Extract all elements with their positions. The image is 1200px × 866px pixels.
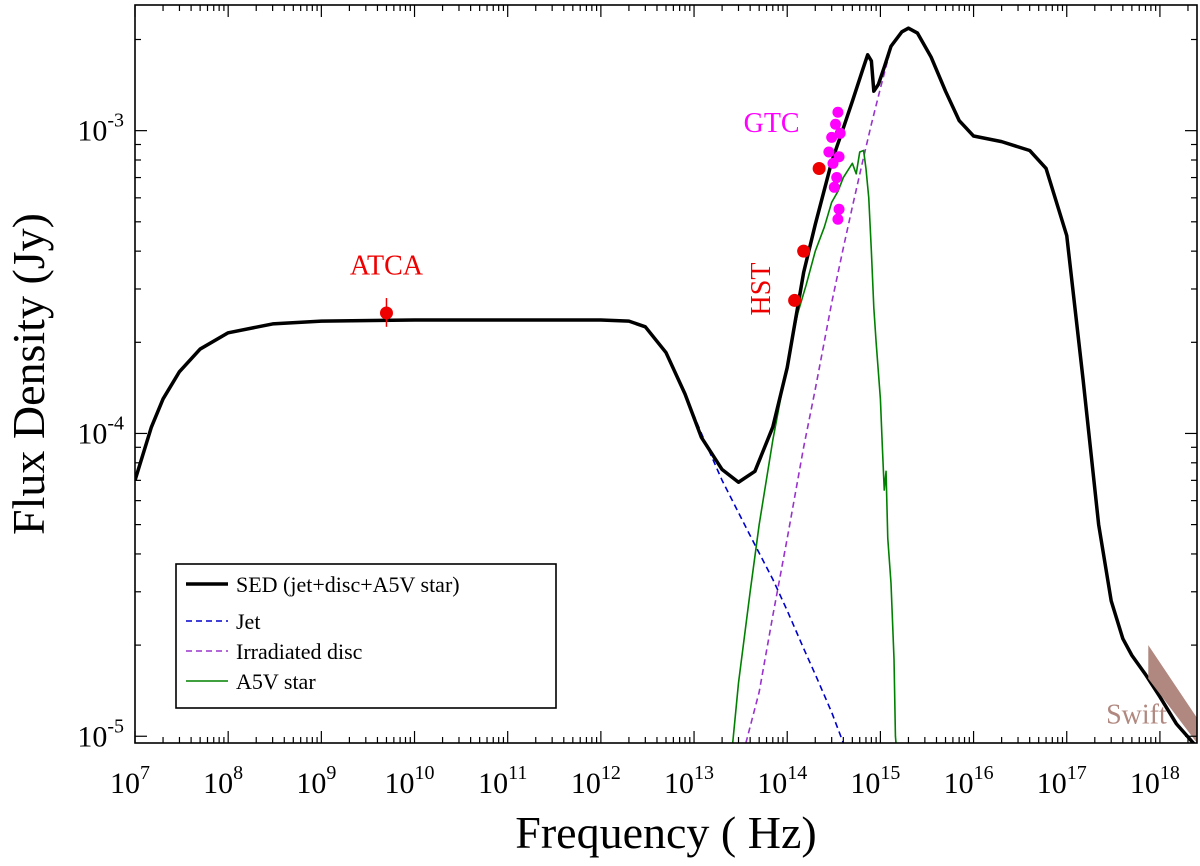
data-point-gtc	[826, 131, 838, 143]
y-tick-label: 10-5	[77, 715, 124, 753]
annotation-atca: ATCA	[350, 250, 424, 281]
x-axis-title: Frequency ( Hz)	[515, 807, 816, 858]
y-axis-ticks: 10-5 10-4 10-3	[77, 38, 1197, 753]
x-tick-label: 1015	[850, 762, 900, 800]
data-point-gtc	[833, 151, 845, 163]
legend-label-sed: SED (jet+disc+A5V star)	[236, 572, 460, 597]
x-tick-label: 1014	[757, 762, 807, 800]
series-line-a5v-star	[731, 149, 897, 743]
data-point-gtc	[834, 127, 846, 139]
data-point-hst	[812, 161, 826, 175]
data-point-hst	[788, 293, 802, 307]
x-tick-label: 108	[203, 762, 243, 800]
x-tick-label: 109	[296, 762, 336, 800]
x-tick-label: 1017	[1037, 762, 1087, 800]
data-point-gtc	[832, 106, 844, 118]
data-point-gtc	[830, 118, 842, 130]
y-tick-label: 10-3	[77, 110, 124, 148]
data-point-gtc	[833, 203, 845, 215]
annotation-gtc: GTC	[744, 108, 800, 139]
data-points-layer	[379, 106, 846, 327]
data-point-gtc	[831, 172, 843, 184]
series-line-sed-jet-disc-a5v-star	[135, 26, 1196, 743]
x-tick-label: 1011	[478, 762, 527, 800]
x-tick-label: 1012	[571, 762, 621, 800]
x-tick-label: 107	[110, 762, 150, 800]
legend: SED (jet+disc+A5V star) Jet Irradiated d…	[175, 563, 557, 709]
x-tick-label: 1013	[664, 762, 714, 800]
legend-box	[175, 563, 557, 709]
x-tick-label: 1016	[944, 762, 994, 800]
swift-band	[1148, 645, 1197, 743]
y-axis-title: Flux Density (Jy)	[3, 213, 54, 535]
data-point-gtc	[832, 213, 844, 225]
data-point-hst	[797, 244, 811, 258]
series-layer	[135, 26, 1196, 743]
legend-label-star: A5V star	[236, 669, 316, 694]
legend-label-jet: Jet	[236, 609, 260, 634]
annotation-hst: HST	[746, 263, 777, 316]
annotation-swift: Swift	[1106, 700, 1167, 731]
x-tick-label: 1018	[1130, 762, 1180, 800]
data-point-atca	[379, 306, 393, 320]
data-point-gtc	[823, 146, 835, 158]
x-axis-ticks: 107 108 109 1010 1011 1012 1013 1014 1015 1016 101…	[110, 5, 1189, 800]
x-tick-label: 1010	[385, 762, 435, 800]
legend-label-disc: Irradiated disc	[236, 639, 363, 664]
swift-band-layer	[1148, 645, 1197, 743]
data-point-gtc	[828, 181, 840, 193]
annotations-layer: ATCA HST GTC Swift	[350, 108, 1167, 731]
y-tick-label: 10-4	[77, 412, 124, 450]
